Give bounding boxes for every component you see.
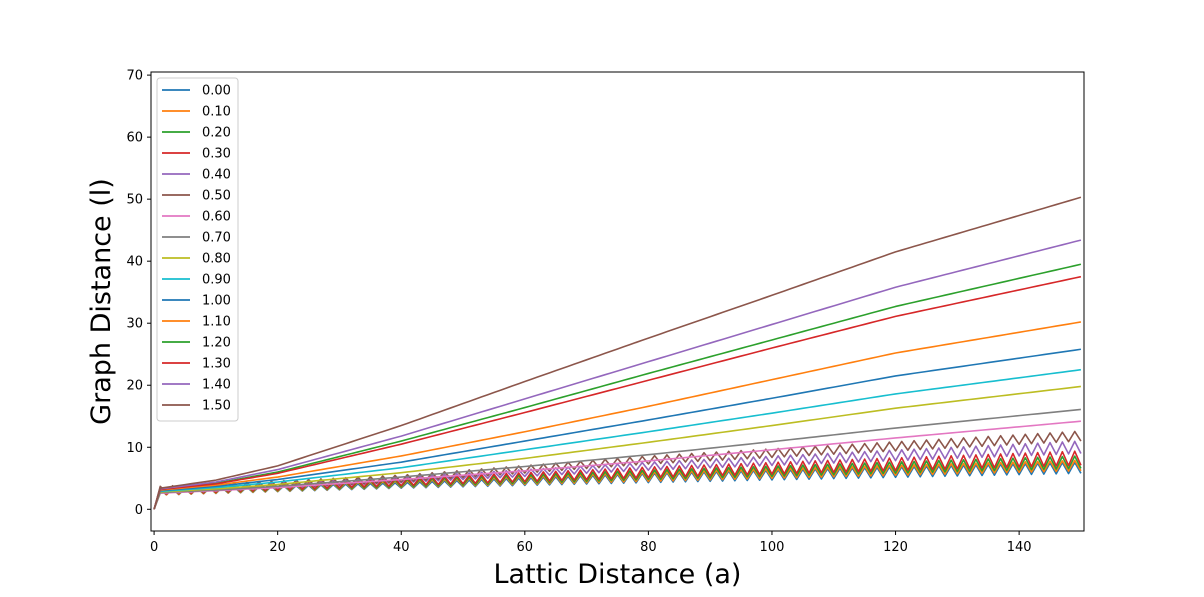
legend-label: 1.10	[202, 315, 231, 330]
legend-label: 0.60	[202, 210, 231, 225]
y-tick-label: 0	[135, 503, 143, 518]
plot-lines	[153, 196, 1082, 510]
legend-label: 0.00	[202, 84, 231, 99]
legend: 0.00 0.10 0.20 0.30 0.40 0.50 0.60 0.70 0.80 0.90…	[156, 77, 239, 422]
legend-label: 0.50	[202, 189, 231, 204]
y-tick-label: 50	[126, 193, 143, 208]
x-tick-label: 60	[517, 540, 534, 555]
x-tick-label: 40	[393, 540, 410, 555]
legend-label: 0.10	[202, 105, 231, 120]
y-tick-label: 70	[126, 69, 143, 84]
series-line-1-00	[153, 348, 1082, 510]
legend-label: 1.00	[202, 294, 231, 309]
x-tick-label: 20	[269, 540, 286, 555]
series-line-0-70	[153, 408, 1081, 510]
x-tick-label: 80	[640, 540, 657, 555]
y-tick-label: 30	[126, 317, 143, 332]
plot-frame	[150, 71, 1085, 532]
legend-label: 1.20	[202, 336, 231, 351]
legend-label: 0.90	[202, 273, 231, 288]
series-line-0-80	[153, 385, 1082, 510]
x-tick-label: 100	[760, 540, 785, 555]
series-line-1-20	[153, 263, 1082, 510]
y-tick-label: 60	[126, 131, 143, 146]
x-tick-label: 0	[150, 540, 158, 555]
legend-label: 1.40	[202, 378, 231, 393]
legend-label: 1.30	[202, 357, 231, 372]
y-tick-label: 10	[126, 441, 143, 456]
y-tick-label: 20	[126, 379, 143, 394]
x-axis-title: Lattic Distance (a)	[494, 559, 742, 590]
series-line-0-60	[153, 420, 1081, 510]
series-line-1-40	[153, 239, 1082, 510]
y-axis: 0 10 20 30 40 50 60 70	[126, 69, 151, 518]
legend-label: 0.40	[202, 168, 231, 183]
legend-label: 0.70	[202, 231, 231, 246]
legend-label: 0.80	[202, 252, 231, 267]
x-tick-label: 140	[1007, 540, 1032, 555]
legend-label: 0.30	[202, 147, 231, 162]
series-line-1-10	[153, 321, 1082, 510]
legend-label: 0.20	[202, 126, 231, 141]
y-tick-label: 40	[126, 255, 143, 270]
legend-box	[156, 77, 239, 422]
y-axis-title: Graph Distance (l)	[86, 178, 117, 425]
x-tick-label: 120	[883, 540, 908, 555]
series-line-1-50	[153, 196, 1082, 510]
x-axis: 0 20 40 60 80 100 120 140	[150, 531, 1032, 555]
series-line-0-90	[153, 368, 1082, 510]
series-line-1-30	[153, 275, 1082, 510]
legend-label: 1.50	[202, 399, 231, 414]
